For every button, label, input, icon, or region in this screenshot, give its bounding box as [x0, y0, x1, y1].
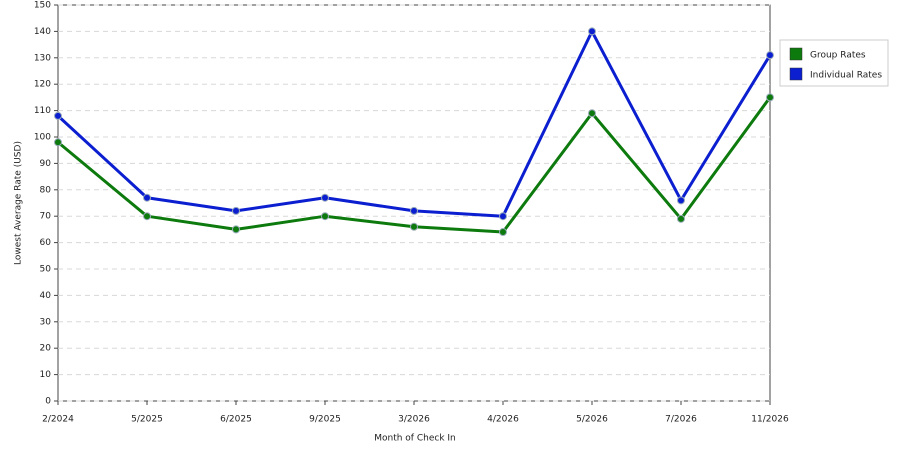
data-point: [143, 212, 151, 221]
y-tick-label: 0: [45, 397, 51, 407]
y-tick-label: 60: [40, 238, 52, 248]
y-tick-label: 80: [40, 185, 52, 195]
x-tick-label: 2/2024: [42, 415, 74, 425]
y-tick-label: 50: [40, 265, 52, 275]
y-tick-label: 130: [34, 53, 51, 63]
plot-area: [57, 4, 771, 402]
data-point: [54, 111, 62, 120]
y-tick-label: 140: [34, 27, 51, 37]
data-point: [677, 214, 685, 223]
data-point: [410, 206, 418, 215]
legend-swatch: [789, 67, 803, 81]
y-tick-label: 120: [34, 80, 51, 90]
data-point: [499, 212, 507, 221]
data-point: [588, 109, 596, 118]
data-point: [499, 228, 507, 237]
x-tick-label: 5/2025: [131, 415, 163, 425]
x-tick-label: 5/2026: [576, 415, 608, 425]
data-point: [54, 138, 62, 147]
x-tick-label: 3/2026: [398, 415, 430, 425]
y-tick-label: 150: [34, 1, 51, 11]
data-point: [321, 212, 329, 221]
y-tick-label: 70: [40, 212, 52, 222]
y-tick-label: 20: [40, 344, 52, 354]
data-point: [766, 51, 774, 60]
x-tick-label: 11/2026: [751, 415, 789, 425]
data-point: [677, 196, 685, 205]
x-tick-label: 6/2025: [220, 415, 252, 425]
y-tick-label: 110: [34, 106, 51, 116]
data-point: [232, 225, 240, 234]
data-point: [232, 206, 240, 215]
data-point: [766, 93, 774, 102]
legend-label: Individual Rates: [810, 71, 882, 81]
y-tick-label: 30: [40, 317, 52, 327]
y-tick-label: 40: [40, 291, 52, 301]
data-point: [321, 193, 329, 202]
x-tick-label: 9/2025: [309, 415, 341, 425]
data-point: [143, 193, 151, 202]
data-point: [588, 27, 596, 36]
y-tick-label: 90: [40, 159, 52, 169]
y-tick-label: 10: [40, 370, 52, 380]
x-axis-label: Month of Check In: [374, 434, 456, 444]
x-tick-label: 4/2026: [487, 415, 519, 425]
y-axis-label: Lowest Average Rate (USD): [14, 141, 24, 265]
legend-swatch: [789, 47, 803, 61]
legend-label: Group Rates: [810, 51, 866, 61]
x-tick-label: 7/2026: [665, 415, 697, 425]
y-tick-label: 100: [34, 133, 51, 143]
data-point: [410, 222, 418, 231]
